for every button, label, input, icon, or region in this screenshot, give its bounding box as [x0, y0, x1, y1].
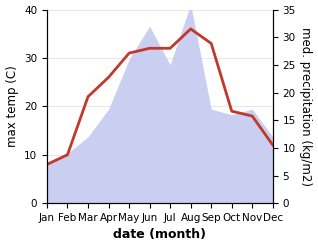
Y-axis label: med. precipitation (kg/m2): med. precipitation (kg/m2): [300, 27, 313, 186]
Y-axis label: max temp (C): max temp (C): [5, 65, 18, 147]
X-axis label: date (month): date (month): [114, 228, 206, 242]
